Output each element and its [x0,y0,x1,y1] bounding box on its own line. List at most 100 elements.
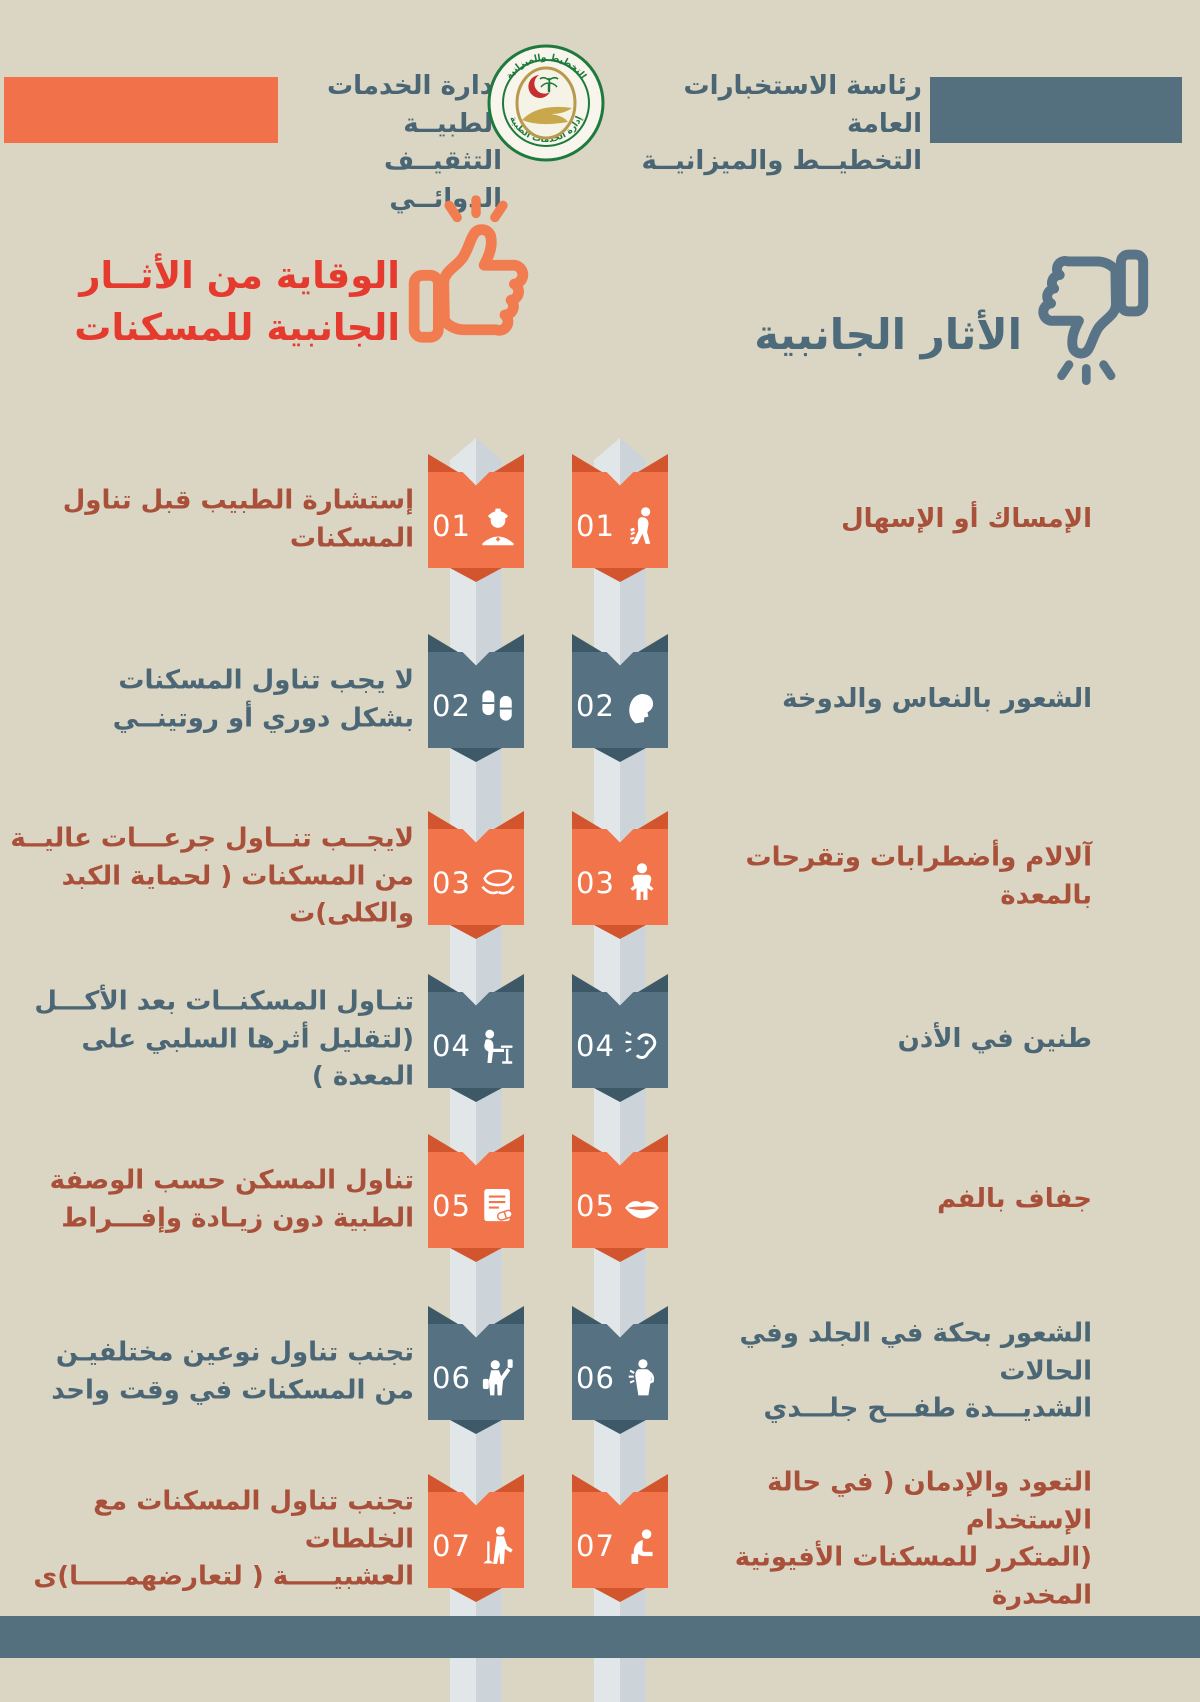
box-flap-left [428,1474,458,1492]
box-flap-left [572,1306,602,1324]
box-flap-left [428,1134,458,1152]
box-flap-right [494,454,524,472]
prevention-cube-01: 01 [428,454,524,582]
prevention-label-06: تجنب تناول نوعين مختلفيـن من المسكنات في … [51,1337,414,1405]
box-notch [594,748,646,762]
addiction-icon [620,1524,664,1568]
prevention-title-line2: الجانبية للمسكنات [74,305,400,349]
lips-icon [620,1184,664,1228]
box-flap-left [572,974,602,992]
box-flap-left [572,1134,602,1152]
person-itching-icon [620,1356,664,1400]
box-flap-right [638,634,668,652]
bureau-line2: التخطيــط والميزانيــة [641,146,922,177]
effect-label-03: آلالام وأضطرابات وتقرحات بالمعدة [745,842,1093,910]
box-face: 03 [572,829,668,925]
box-flap-left [572,454,602,472]
effect-cube-03: 03 [572,811,668,939]
effects-section-title: الأثار الجانبية [754,310,1022,359]
box-flap-left [428,634,458,652]
organization-logo: التخطيط والميزانية إدارة الخدمات الطبية [486,40,606,166]
box-face: 07 [428,1492,524,1588]
box-face: 04 [572,992,668,1088]
dept-line2: التثقيــف الدوائــي [384,146,502,215]
footer-bar [0,1616,1200,1658]
prevention-title-line1: الوقاية من الأثــار [79,254,400,297]
box-notch [594,1420,646,1434]
effect-cube-05: 05 [572,1134,668,1262]
step-number: 01 [576,509,615,543]
effect-label-02: الشعور بالنعاس والدوخة [782,684,1092,715]
thumbs-down-icon [1022,228,1158,390]
box-notch [450,1088,502,1102]
box-notch [594,1248,646,1262]
box-flap-left [428,454,458,472]
box-flap-right [494,974,524,992]
prevention-section-title: الوقاية من الأثــار الجانبية للمسكنات [28,250,400,354]
box-face: 05 [572,1152,668,1248]
box-face: 06 [572,1324,668,1420]
step-number: 07 [576,1529,615,1563]
pills-icon [476,684,520,728]
prevention-label-07: تجنب تناول المسكنات مع الخلطات العشبيــــ… [33,1486,414,1592]
header-orange-bar [4,77,278,143]
box-flap-left [572,811,602,829]
effect-label-07: التعود والإدمان ( في حالة الإستخدام (المت… [734,1467,1092,1611]
step-number: 02 [432,689,471,723]
step-number: 05 [576,1189,615,1223]
prevention-cube-06: 06 [428,1306,524,1434]
header-slate-bar [930,77,1182,143]
step-number: 04 [432,1029,471,1063]
person-eating-icon [476,1024,520,1068]
prescription-icon [476,1184,520,1228]
box-face: 03 [428,829,524,925]
box-flap-right [638,1134,668,1152]
effect-cube-04: 04 [572,974,668,1102]
effect-label-04: طنين في الأذن [897,1024,1092,1055]
box-flap-left [428,974,458,992]
prevention-label-03: لايجــب تنــاول جرعـــات عاليــة من المسك… [10,823,414,929]
box-flap-left [428,1306,458,1324]
effect-label-01: الإمساك أو الإسهال [841,504,1092,535]
box-flap-right [494,811,524,829]
box-flap-right [494,1134,524,1152]
person-bottles-icon [476,1356,520,1400]
box-notch [594,925,646,939]
box-flap-right [638,974,668,992]
box-flap-right [638,1474,668,1492]
box-notch [450,1420,502,1434]
prevention-cube-03: 03 [428,811,524,939]
box-face: 02 [428,652,524,748]
step-number: 03 [432,866,471,900]
prevention-label-05: تناول المسكن حسب الوصفة الطبية دون زيـادة… [49,1165,414,1233]
step-number: 06 [432,1361,471,1395]
logo-palm-icon [539,76,559,92]
box-flap-right [638,811,668,829]
box-notch [450,748,502,762]
box-flap-left [428,811,458,829]
step-number: 07 [432,1529,471,1563]
box-face: 02 [572,652,668,748]
box-flap-left [572,634,602,652]
effect-label-05: جفاف بالفم [937,1184,1092,1215]
step-number: 01 [432,509,471,543]
ear-ringing-icon [620,1024,664,1068]
box-face: 06 [428,1324,524,1420]
person-herbs-icon [476,1524,520,1568]
box-notch [594,568,646,582]
box-face: 04 [428,992,524,1088]
bureau-line1: رئاسة الاستخبارات العامة [683,71,922,139]
prevention-cube-02: 02 [428,634,524,762]
box-face: 05 [428,1152,524,1248]
box-flap-right [638,1306,668,1324]
box-notch [450,1248,502,1262]
step-number: 06 [576,1361,615,1395]
drowsy-face-icon [620,684,664,728]
effect-cube-06: 06 [572,1306,668,1434]
box-notch [450,568,502,582]
box-flap-left [572,1474,602,1492]
dept-line1: إدارة الخدمات الطبيــة [327,71,502,139]
prevention-label-01: إستشارة الطبيب قبل تناول المسكنات [62,485,414,553]
effect-cube-01: 01 [572,454,668,582]
